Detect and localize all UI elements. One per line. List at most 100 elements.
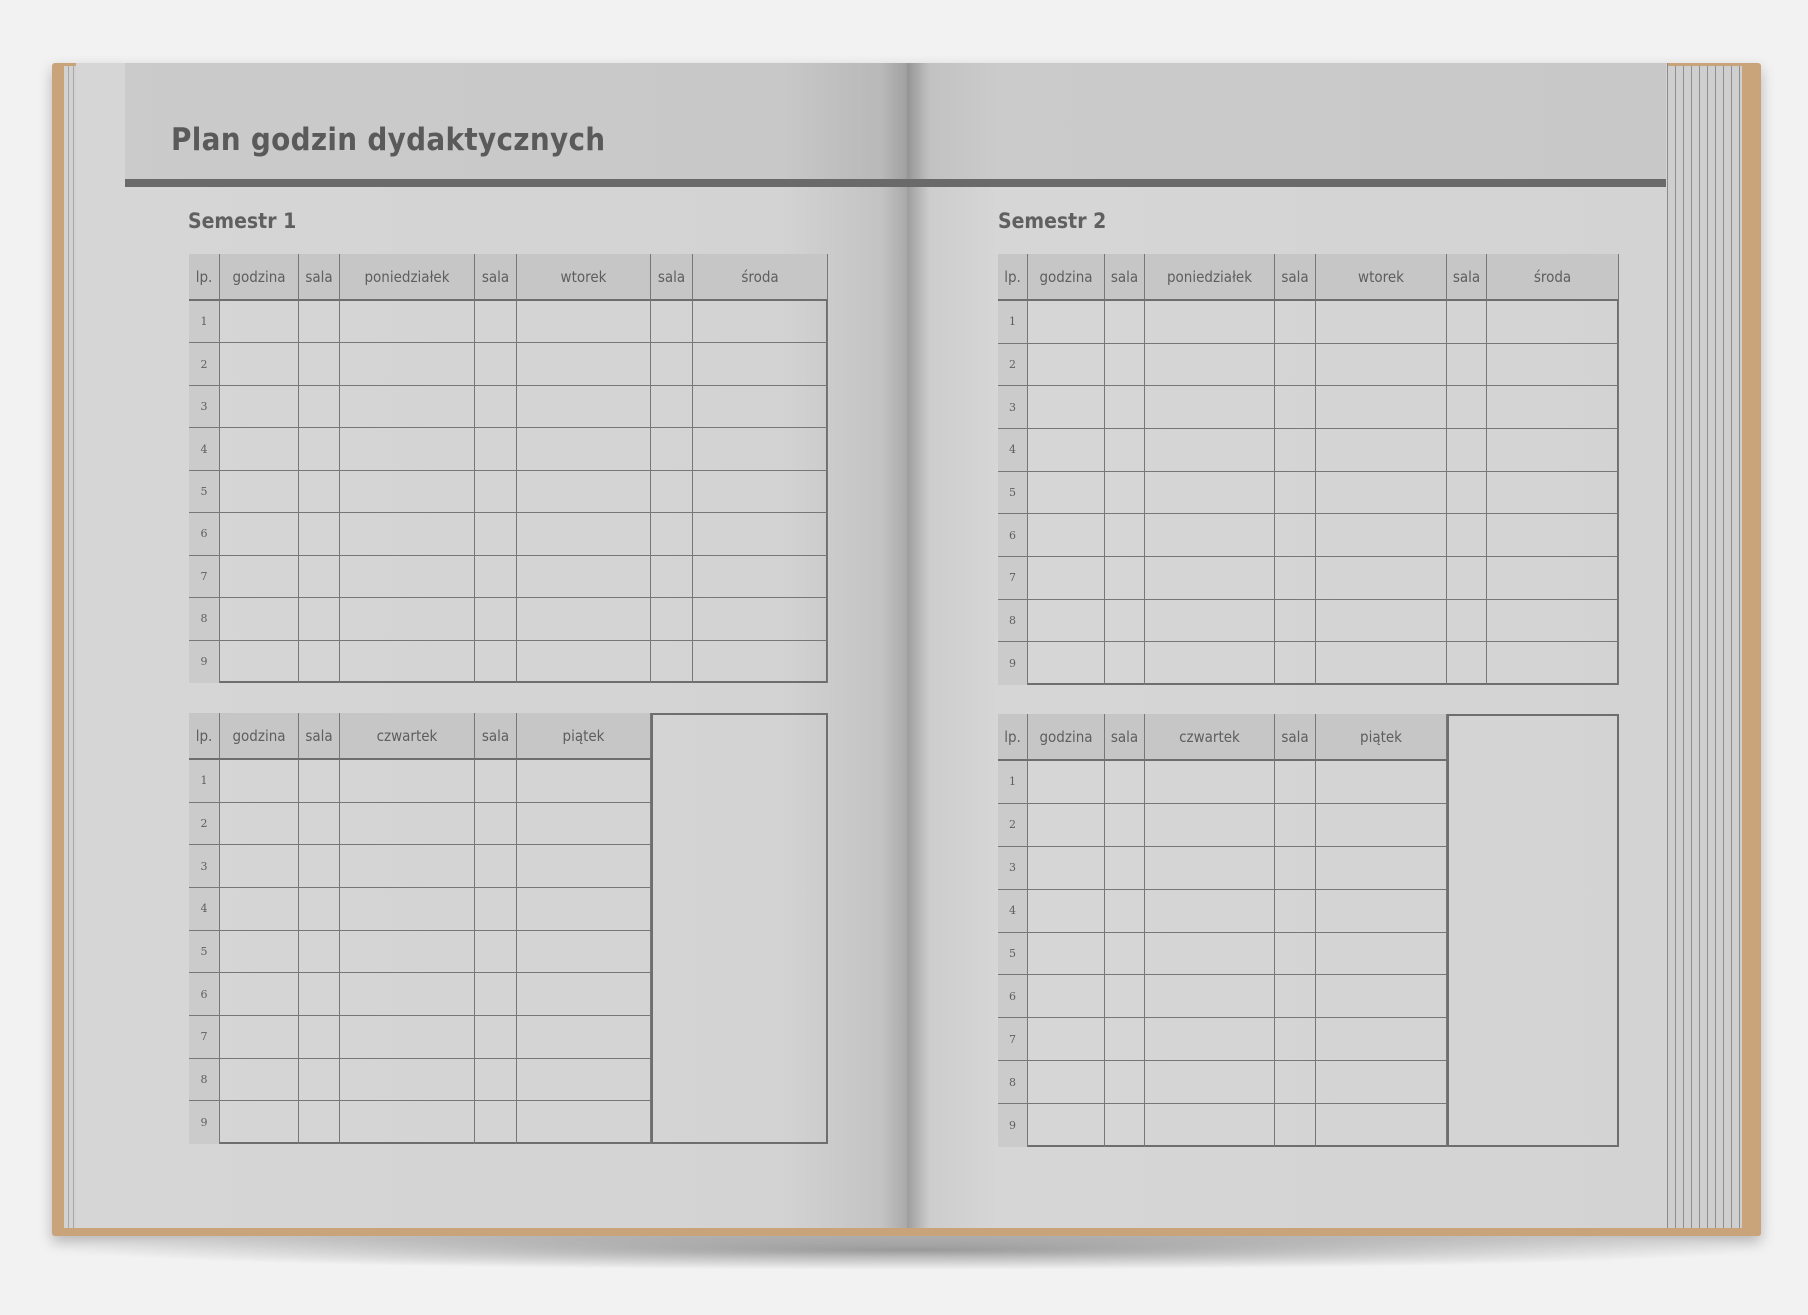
schedule-cell[interactable] bbox=[340, 1101, 475, 1144]
schedule-cell[interactable] bbox=[1275, 761, 1316, 804]
schedule-cell[interactable] bbox=[340, 1016, 475, 1059]
schedule-cell[interactable] bbox=[1275, 343, 1316, 387]
schedule-cell[interactable] bbox=[475, 301, 517, 344]
schedule-cell[interactable] bbox=[1028, 642, 1105, 685]
schedule-cell[interactable] bbox=[1275, 846, 1316, 890]
schedule-cell[interactable] bbox=[517, 760, 651, 803]
schedule-cell[interactable] bbox=[1105, 761, 1145, 804]
schedule-cell[interactable] bbox=[220, 888, 299, 931]
schedule-cell[interactable] bbox=[651, 301, 693, 344]
schedule-cell[interactable] bbox=[220, 802, 299, 846]
schedule-cell[interactable] bbox=[1145, 301, 1275, 344]
schedule-cell[interactable] bbox=[1316, 975, 1447, 1019]
schedule-cell[interactable] bbox=[1275, 599, 1316, 643]
schedule-cell[interactable] bbox=[299, 930, 340, 974]
schedule-cell[interactable] bbox=[1145, 1018, 1275, 1062]
schedule-cell[interactable] bbox=[651, 428, 693, 471]
schedule-cell[interactable] bbox=[517, 930, 651, 974]
schedule-cell[interactable] bbox=[1487, 343, 1619, 387]
schedule-cell[interactable] bbox=[1145, 889, 1275, 933]
schedule-cell[interactable] bbox=[1028, 1104, 1105, 1147]
schedule-cell[interactable] bbox=[517, 888, 651, 931]
schedule-cell[interactable] bbox=[1028, 301, 1105, 344]
schedule-cell[interactable] bbox=[1316, 429, 1447, 472]
schedule-cell[interactable] bbox=[1316, 301, 1447, 344]
schedule-cell[interactable] bbox=[1447, 343, 1487, 387]
schedule-cell[interactable] bbox=[1028, 429, 1105, 472]
schedule-cell[interactable] bbox=[1145, 803, 1275, 847]
schedule-cell[interactable] bbox=[475, 1101, 517, 1144]
schedule-cell[interactable] bbox=[1275, 642, 1316, 685]
schedule-cell[interactable] bbox=[1145, 471, 1275, 515]
schedule-cell[interactable] bbox=[475, 930, 517, 974]
schedule-cell[interactable] bbox=[1028, 1018, 1105, 1062]
schedule-cell[interactable] bbox=[340, 513, 475, 556]
schedule-cell[interactable] bbox=[220, 930, 299, 974]
schedule-cell[interactable] bbox=[693, 385, 828, 429]
schedule-cell[interactable] bbox=[517, 385, 651, 429]
schedule-cell[interactable] bbox=[1145, 1061, 1275, 1105]
schedule-cell[interactable] bbox=[1028, 514, 1105, 557]
schedule-cell[interactable] bbox=[475, 385, 517, 429]
schedule-cell[interactable] bbox=[651, 640, 693, 683]
schedule-cell[interactable] bbox=[299, 1101, 340, 1144]
schedule-cell[interactable] bbox=[1316, 846, 1447, 890]
notes-box[interactable] bbox=[1447, 714, 1619, 1147]
schedule-cell[interactable] bbox=[1105, 343, 1145, 387]
schedule-cell[interactable] bbox=[299, 973, 340, 1016]
schedule-cell[interactable] bbox=[517, 343, 651, 386]
schedule-cell[interactable] bbox=[517, 470, 651, 514]
schedule-cell[interactable] bbox=[475, 1016, 517, 1059]
schedule-cell[interactable] bbox=[1275, 429, 1316, 472]
schedule-cell[interactable] bbox=[517, 640, 651, 683]
schedule-cell[interactable] bbox=[220, 640, 299, 683]
schedule-cell[interactable] bbox=[475, 640, 517, 683]
schedule-cell[interactable] bbox=[517, 301, 651, 344]
schedule-cell[interactable] bbox=[1275, 301, 1316, 344]
schedule-cell[interactable] bbox=[1316, 803, 1447, 847]
schedule-cell[interactable] bbox=[1447, 599, 1487, 643]
schedule-cell[interactable] bbox=[299, 1016, 340, 1059]
schedule-cell[interactable] bbox=[1105, 1061, 1145, 1105]
schedule-cell[interactable] bbox=[1145, 761, 1275, 804]
schedule-cell[interactable] bbox=[1487, 471, 1619, 515]
schedule-cell[interactable] bbox=[1316, 761, 1447, 804]
schedule-cell[interactable] bbox=[299, 845, 340, 888]
schedule-cell[interactable] bbox=[1316, 889, 1447, 933]
schedule-cell[interactable] bbox=[1145, 429, 1275, 472]
schedule-cell[interactable] bbox=[1105, 803, 1145, 847]
schedule-cell[interactable] bbox=[1316, 932, 1447, 976]
schedule-cell[interactable] bbox=[1275, 386, 1316, 429]
schedule-cell[interactable] bbox=[1316, 599, 1447, 643]
schedule-cell[interactable] bbox=[693, 555, 828, 599]
schedule-cell[interactable] bbox=[1105, 557, 1145, 600]
schedule-cell[interactable] bbox=[1316, 471, 1447, 515]
schedule-cell[interactable] bbox=[693, 513, 828, 556]
schedule-cell[interactable] bbox=[475, 343, 517, 386]
schedule-cell[interactable] bbox=[1145, 642, 1275, 685]
schedule-cell[interactable] bbox=[340, 845, 475, 888]
schedule-cell[interactable] bbox=[517, 802, 651, 846]
schedule-cell[interactable] bbox=[220, 973, 299, 1016]
schedule-cell[interactable] bbox=[299, 640, 340, 683]
schedule-cell[interactable] bbox=[1487, 386, 1619, 429]
schedule-cell[interactable] bbox=[1275, 471, 1316, 515]
schedule-cell[interactable] bbox=[1316, 557, 1447, 600]
schedule-cell[interactable] bbox=[299, 343, 340, 386]
schedule-cell[interactable] bbox=[1105, 599, 1145, 643]
schedule-cell[interactable] bbox=[475, 428, 517, 471]
schedule-cell[interactable] bbox=[340, 470, 475, 514]
schedule-cell[interactable] bbox=[1275, 514, 1316, 557]
schedule-cell[interactable] bbox=[517, 1058, 651, 1102]
schedule-cell[interactable] bbox=[1145, 557, 1275, 600]
schedule-cell[interactable] bbox=[1105, 642, 1145, 685]
schedule-cell[interactable] bbox=[1028, 975, 1105, 1019]
schedule-cell[interactable] bbox=[1105, 1018, 1145, 1062]
schedule-cell[interactable] bbox=[651, 598, 693, 641]
schedule-cell[interactable] bbox=[693, 301, 828, 344]
schedule-cell[interactable] bbox=[651, 343, 693, 386]
schedule-cell[interactable] bbox=[475, 973, 517, 1016]
schedule-cell[interactable] bbox=[1316, 1061, 1447, 1105]
schedule-cell[interactable] bbox=[475, 1058, 517, 1102]
schedule-cell[interactable] bbox=[1105, 301, 1145, 344]
